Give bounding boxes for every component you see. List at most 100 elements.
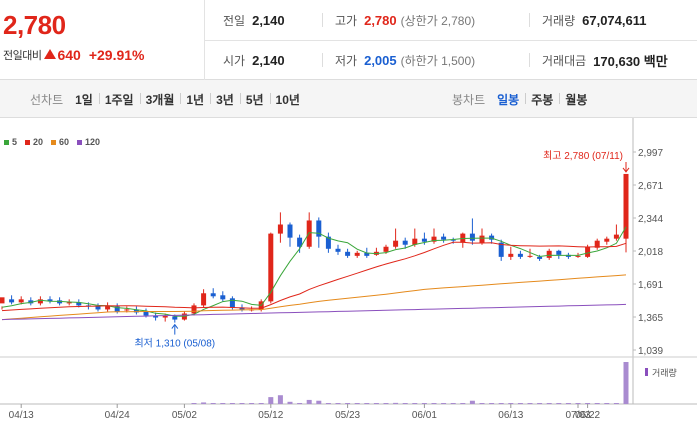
legend-ma20: 20 (25, 137, 43, 147)
volume-bar (345, 403, 351, 404)
candle-body (604, 238, 610, 242)
low-annotation: 최저 1,310 (05/08) (134, 338, 215, 350)
stat-open: 시가 2,140 (223, 40, 285, 80)
candle-body (201, 293, 207, 306)
divider (322, 53, 323, 67)
tab-1w[interactable]: 1주일 (98, 91, 140, 108)
volume-bar (229, 403, 235, 404)
tab-daily[interactable]: 일봉 (497, 92, 520, 107)
stat-high: 고가 2,780 (상한가 2,780) (335, 0, 475, 40)
candle-chart-tabs: 봉차트 일봉 주봉 월봉 (452, 80, 593, 118)
stat-label: 고가 (335, 13, 358, 28)
volume-bar (191, 403, 197, 404)
volume-bar (594, 403, 600, 404)
candle-body (76, 302, 82, 306)
volume-bar (316, 400, 322, 404)
candle-body (575, 255, 581, 257)
volume-bar (498, 403, 504, 404)
stat-label: 거래대금 (542, 53, 587, 68)
ma60-line (1, 274, 627, 321)
ma120-line (1, 303, 627, 321)
quote-header: 2,780 전일대비 640 +29.91% 전일 2,140 고가 2,780… (0, 0, 697, 80)
candle-body (517, 253, 523, 257)
volume-bar (431, 403, 437, 404)
change-value: 640 (57, 47, 81, 63)
stat-sub: (상한가 2,780) (400, 13, 476, 28)
legend-ma5: 5 (4, 137, 17, 147)
volume-bar (613, 403, 619, 404)
volume-bar (287, 401, 293, 404)
volume-bar (354, 403, 360, 404)
candle-body (172, 316, 178, 320)
tab-5y[interactable]: 5년 (239, 91, 270, 108)
candle-body (613, 234, 619, 239)
stat-label: 거래량 (542, 13, 576, 28)
candle-body (277, 224, 283, 234)
candle-body (9, 299, 15, 303)
volume-bar (402, 403, 408, 404)
candle-body (105, 305, 111, 310)
candlestick-chart[interactable]: 2,997 2,671 2,344 2,018 1,691 1,365 1,039 최고 2,… (0, 118, 697, 436)
candle-body (133, 309, 139, 313)
stat-low: 저가 2,005 (하한가 1,500) (335, 40, 475, 80)
candle-body (345, 251, 351, 256)
candle-body (229, 298, 235, 308)
divider (322, 13, 323, 27)
candle-body (412, 238, 418, 245)
volume-bar (517, 403, 523, 404)
volume-bar (527, 403, 533, 404)
volume-bar (537, 403, 543, 404)
low-arrow-icon (171, 323, 179, 329)
volume-label: 거래량 (652, 367, 677, 378)
tab-10y[interactable]: 10년 (269, 91, 306, 108)
volume-bar (412, 403, 418, 404)
volume-bar (383, 403, 389, 404)
candle-body (0, 297, 5, 304)
volume-bar (479, 403, 485, 404)
current-price: 2,780 (3, 10, 66, 40)
candle-body (28, 300, 34, 304)
candle-body (114, 306, 120, 312)
tab-monthly[interactable]: 월봉 (559, 91, 593, 108)
stat-value: 2,005 (364, 52, 397, 68)
candle-body (498, 242, 504, 257)
volume-bar (441, 403, 447, 404)
volume-bar (585, 403, 591, 404)
candle-body (450, 239, 456, 241)
volume-bar (546, 403, 552, 404)
volume-bar (373, 403, 379, 404)
candle-body (431, 236, 437, 242)
tab-weekly[interactable]: 주봉 (525, 91, 559, 108)
volume-bar (268, 397, 274, 404)
y-tick-label: 2,344 (638, 214, 663, 225)
volume-bar (508, 403, 514, 404)
x-tick-label: 04/24 (105, 410, 130, 421)
volume-bar (210, 403, 216, 404)
volume-bar (249, 403, 255, 404)
candle-body (66, 302, 72, 304)
x-tick-label: 05/23 (335, 410, 360, 421)
volume-bar (565, 403, 571, 404)
volume-bar (335, 403, 341, 404)
stat-volume: 거래량 67,074,611 (542, 0, 646, 40)
volume-bar (575, 403, 581, 404)
y-tick-label: 1,039 (638, 346, 663, 357)
ma5-line (1, 226, 627, 317)
tab-3m[interactable]: 3개월 (139, 91, 181, 108)
candle-body (594, 240, 600, 248)
stat-trade-value: 거래대금 170,630 백만 (542, 40, 668, 80)
candle-body (210, 293, 216, 297)
divider (529, 13, 530, 27)
tab-1d[interactable]: 1일 (75, 92, 93, 107)
candle-body (354, 252, 360, 256)
tab-1y[interactable]: 1년 (180, 91, 210, 108)
volume-bar (297, 403, 303, 404)
candle-body (527, 255, 533, 257)
candle-body (623, 173, 629, 239)
candle-body (162, 315, 168, 318)
volume-bar (469, 400, 475, 404)
volume-bar (364, 403, 370, 404)
x-tick-label: 06/01 (412, 410, 437, 421)
tab-3y[interactable]: 3년 (210, 91, 240, 108)
stat-label: 저가 (335, 53, 358, 68)
